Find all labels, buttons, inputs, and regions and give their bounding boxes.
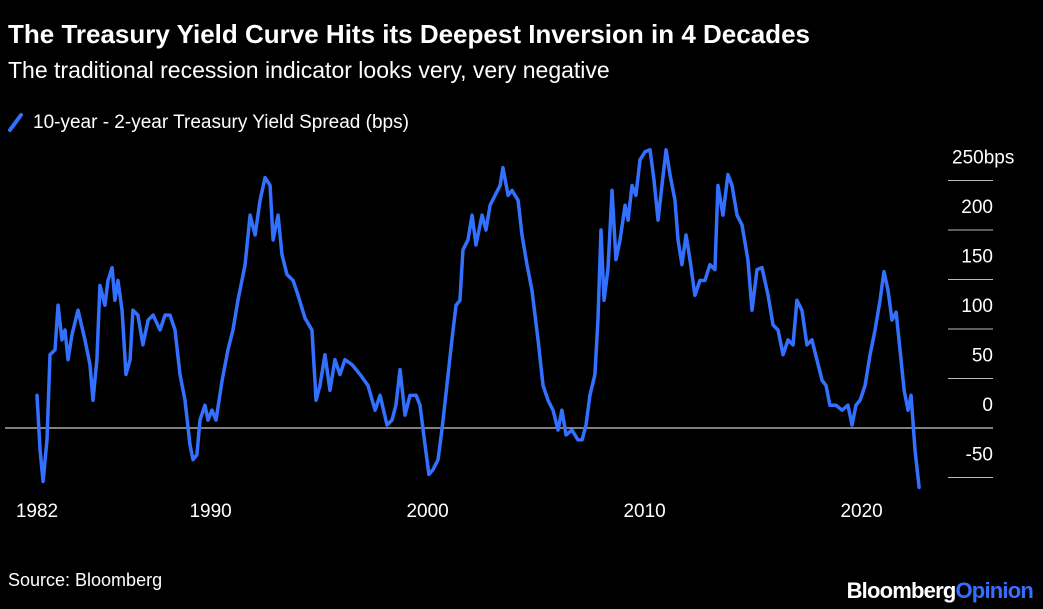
- y-tick-label: 250bps: [952, 148, 1014, 169]
- x-tick-label: 2000: [406, 501, 448, 522]
- x-tick-label: 2020: [840, 501, 882, 522]
- y-tick-label: 0: [982, 395, 993, 416]
- y-tick-label: 50: [972, 346, 993, 367]
- chart-subtitle: The traditional recession indicator look…: [8, 57, 610, 83]
- y-tick-label: 150: [961, 247, 993, 268]
- data-line: [35, 148, 921, 490]
- legend-label: 10-year - 2-year Treasury Yield Spread (…: [33, 112, 409, 133]
- y-tick-label: -50: [966, 445, 993, 466]
- x-tick-label: 1982: [16, 501, 58, 522]
- x-tick-label: 1990: [189, 501, 231, 522]
- x-tick-label: 2010: [623, 501, 665, 522]
- brand-accent: Opinion: [956, 578, 1034, 603]
- legend-swatch: [8, 113, 23, 132]
- y-tick-label: 200: [961, 197, 993, 218]
- y-tick-label: 100: [961, 296, 993, 317]
- brand-name: Bloomberg: [847, 578, 956, 603]
- brand-logo: BloombergOpinion: [847, 578, 1034, 603]
- source-note: Source: Bloomberg: [8, 570, 162, 590]
- chart-title: The Treasury Yield Curve Hits its Deepes…: [8, 19, 810, 49]
